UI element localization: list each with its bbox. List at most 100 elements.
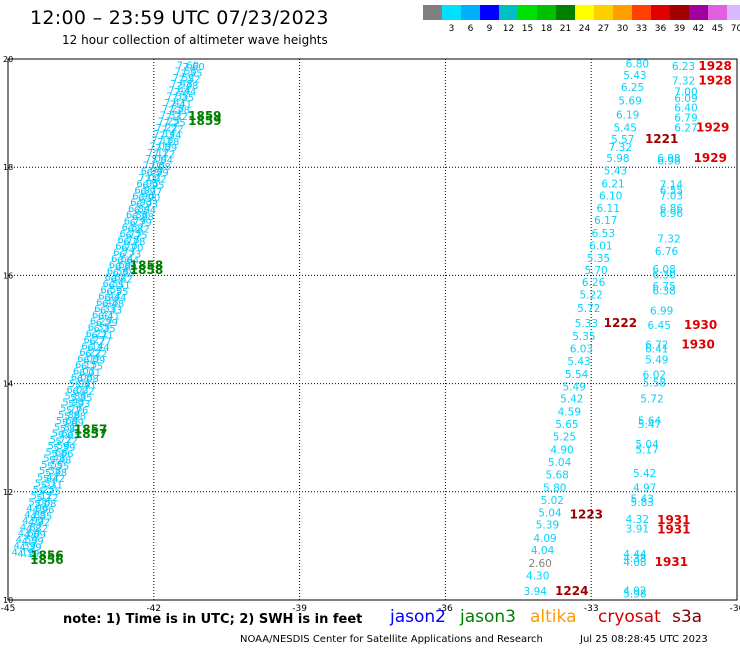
wave-height-label: 6.23 bbox=[672, 61, 695, 73]
wave-height-label: 6.44 bbox=[104, 293, 126, 304]
wave-height-label: 6.98 bbox=[657, 156, 680, 168]
wave-height-label: 4.85 bbox=[24, 510, 46, 521]
wave-height-label: 5.93 bbox=[68, 399, 90, 410]
legend-tick-label: 9 bbox=[486, 24, 493, 34]
wave-height-label: 4.85 bbox=[30, 511, 52, 522]
wave-height-label: 3.91 bbox=[626, 524, 649, 536]
wave-height-label: 6.02 bbox=[72, 387, 94, 398]
wave-height-label: 6.53 bbox=[592, 228, 615, 240]
wave-height-label: 5.81 bbox=[60, 424, 82, 435]
wave-height-label: 6.29 bbox=[90, 316, 112, 327]
wave-height-label: 7.25 bbox=[163, 118, 185, 129]
wave-height-label: 4.19 bbox=[17, 549, 39, 560]
legend-tick-label: 12 bbox=[502, 24, 515, 34]
legend-swatch bbox=[480, 5, 499, 20]
wave-height-label: 6.09 bbox=[674, 93, 697, 105]
wave-height-label: 2.60 bbox=[528, 558, 551, 570]
wave-height-label: 7.08 bbox=[149, 162, 171, 173]
legend-tick-label: 42 bbox=[692, 24, 705, 34]
wave-height-label: 5.54 bbox=[565, 369, 589, 381]
wave-height-label: 7.48 bbox=[170, 79, 192, 90]
wave-height-label: 6.35 bbox=[94, 324, 116, 335]
x-tick-label: -39 bbox=[292, 604, 307, 614]
wave-height-label: 4.92 bbox=[623, 585, 646, 597]
wave-height-label: 6.55 bbox=[106, 287, 128, 298]
pass-time-label: 1931 bbox=[657, 523, 690, 537]
wave-height-label: 5.02 bbox=[541, 495, 564, 507]
wave-height-label: 6.58 bbox=[107, 266, 129, 277]
legend-swatch bbox=[594, 5, 613, 20]
wave-height-label: 7.09 bbox=[155, 143, 177, 154]
wave-height-label: 7.52 bbox=[178, 75, 200, 86]
wave-height-label: 5.42 bbox=[633, 468, 656, 480]
wave-height-label: 6.15 bbox=[75, 360, 97, 371]
wave-height-label: 7.44 bbox=[174, 87, 196, 98]
wave-height-label: 6.75 bbox=[652, 281, 675, 293]
legend-swatch bbox=[670, 5, 689, 20]
wave-height-label: 4.30 bbox=[526, 571, 549, 583]
wave-height-label: 7.44 bbox=[168, 85, 190, 96]
pass-time-label: 1857 bbox=[74, 423, 107, 437]
wave-height-label: 3.94 bbox=[524, 586, 548, 598]
wave-height-label: 5.43 bbox=[623, 70, 646, 82]
wave-height-label: 6.93 bbox=[130, 198, 152, 209]
wave-height-label: 5.63 bbox=[52, 429, 74, 440]
wave-height-label: 7.02 bbox=[144, 174, 166, 185]
wave-height-label: 5.25 bbox=[38, 487, 60, 498]
wave-height-label: 4.96 bbox=[32, 505, 54, 516]
y-tick-label: 12 bbox=[3, 488, 13, 497]
wave-height-label: 7.55 bbox=[175, 67, 197, 78]
legend-swatch bbox=[727, 5, 740, 20]
wave-height-label: 6.11 bbox=[597, 203, 620, 215]
wave-height-label: 6.19 bbox=[616, 110, 639, 122]
wave-height-label: 5.63 bbox=[58, 430, 80, 441]
wave-height-label: 6.08 bbox=[71, 373, 93, 384]
pass-time-label: 1222 bbox=[604, 316, 637, 330]
wave-height-label: 7.09 bbox=[149, 142, 171, 153]
wave-height-label: 4.90 bbox=[550, 445, 573, 457]
wave-height-label: 4.69 bbox=[18, 529, 40, 540]
wave-height-label: 5.88 bbox=[58, 410, 80, 421]
wave-height-label: 6.69 bbox=[115, 262, 137, 273]
wave-height-label: 4.97 bbox=[633, 482, 656, 494]
wave-height-label: 5.80 bbox=[543, 482, 566, 494]
wave-height-label: 6.22 bbox=[85, 349, 107, 360]
wave-height-label: 6.88 bbox=[132, 212, 154, 223]
pass-time-label: 1928 bbox=[698, 59, 731, 73]
wave-height-label: 7.41 bbox=[170, 99, 192, 110]
wave-height-label: 5.49 bbox=[645, 354, 668, 366]
wave-height-label: 7.41 bbox=[164, 98, 186, 109]
wave-height-label: 5.69 bbox=[62, 418, 84, 429]
x-tick-label: -45 bbox=[1, 604, 16, 614]
wave-height-label: 6.22 bbox=[79, 348, 101, 359]
wave-height-label: 4.04 bbox=[531, 545, 555, 557]
wave-height-label: 6.33 bbox=[100, 305, 122, 316]
wave-height-label: 4.82 bbox=[26, 524, 48, 535]
legend-tick-label: 15 bbox=[521, 24, 534, 34]
x-tick-label: -30 bbox=[730, 604, 740, 614]
wave-height-label: 6.08 bbox=[77, 374, 99, 385]
wave-height-label: 5.33 bbox=[575, 318, 598, 330]
wave-height-label: 5.08 bbox=[34, 499, 56, 510]
wave-height-label: 5.49 bbox=[562, 381, 585, 393]
wave-height-label: 6.75 bbox=[125, 231, 147, 242]
wave-height-label: 6.51 bbox=[108, 281, 130, 292]
wave-height-label: 7.18 bbox=[151, 135, 173, 146]
page-title: 12:00 – 23:59 UTC 07/23/2023 bbox=[30, 7, 329, 29]
pass-time-label: 1931 bbox=[655, 555, 688, 569]
wave-height-label: 5.31 bbox=[35, 479, 57, 490]
satellite-name: cryosat bbox=[598, 607, 661, 627]
wave-height-label: 5.25 bbox=[553, 432, 576, 444]
wave-height-label: 4.44 bbox=[623, 549, 647, 561]
wave-height-label: 6.51 bbox=[103, 279, 125, 290]
wave-height-label: 4.09 bbox=[533, 533, 556, 545]
wave-height-label: 7.25 bbox=[158, 117, 180, 128]
wave-height-label: 7.28 bbox=[168, 106, 190, 117]
footer-timestamp: Jul 25 08:28:45 UTC 2023 bbox=[580, 634, 708, 645]
wave-height-label: 6.93 bbox=[136, 199, 158, 210]
legend-swatch bbox=[442, 5, 461, 20]
pass-time-label: 1859 bbox=[188, 114, 221, 128]
wave-height-label: 4.19 bbox=[11, 547, 33, 558]
wave-height-label: 6.99 bbox=[650, 306, 673, 318]
wave-height-label: 5.22 bbox=[580, 289, 603, 301]
